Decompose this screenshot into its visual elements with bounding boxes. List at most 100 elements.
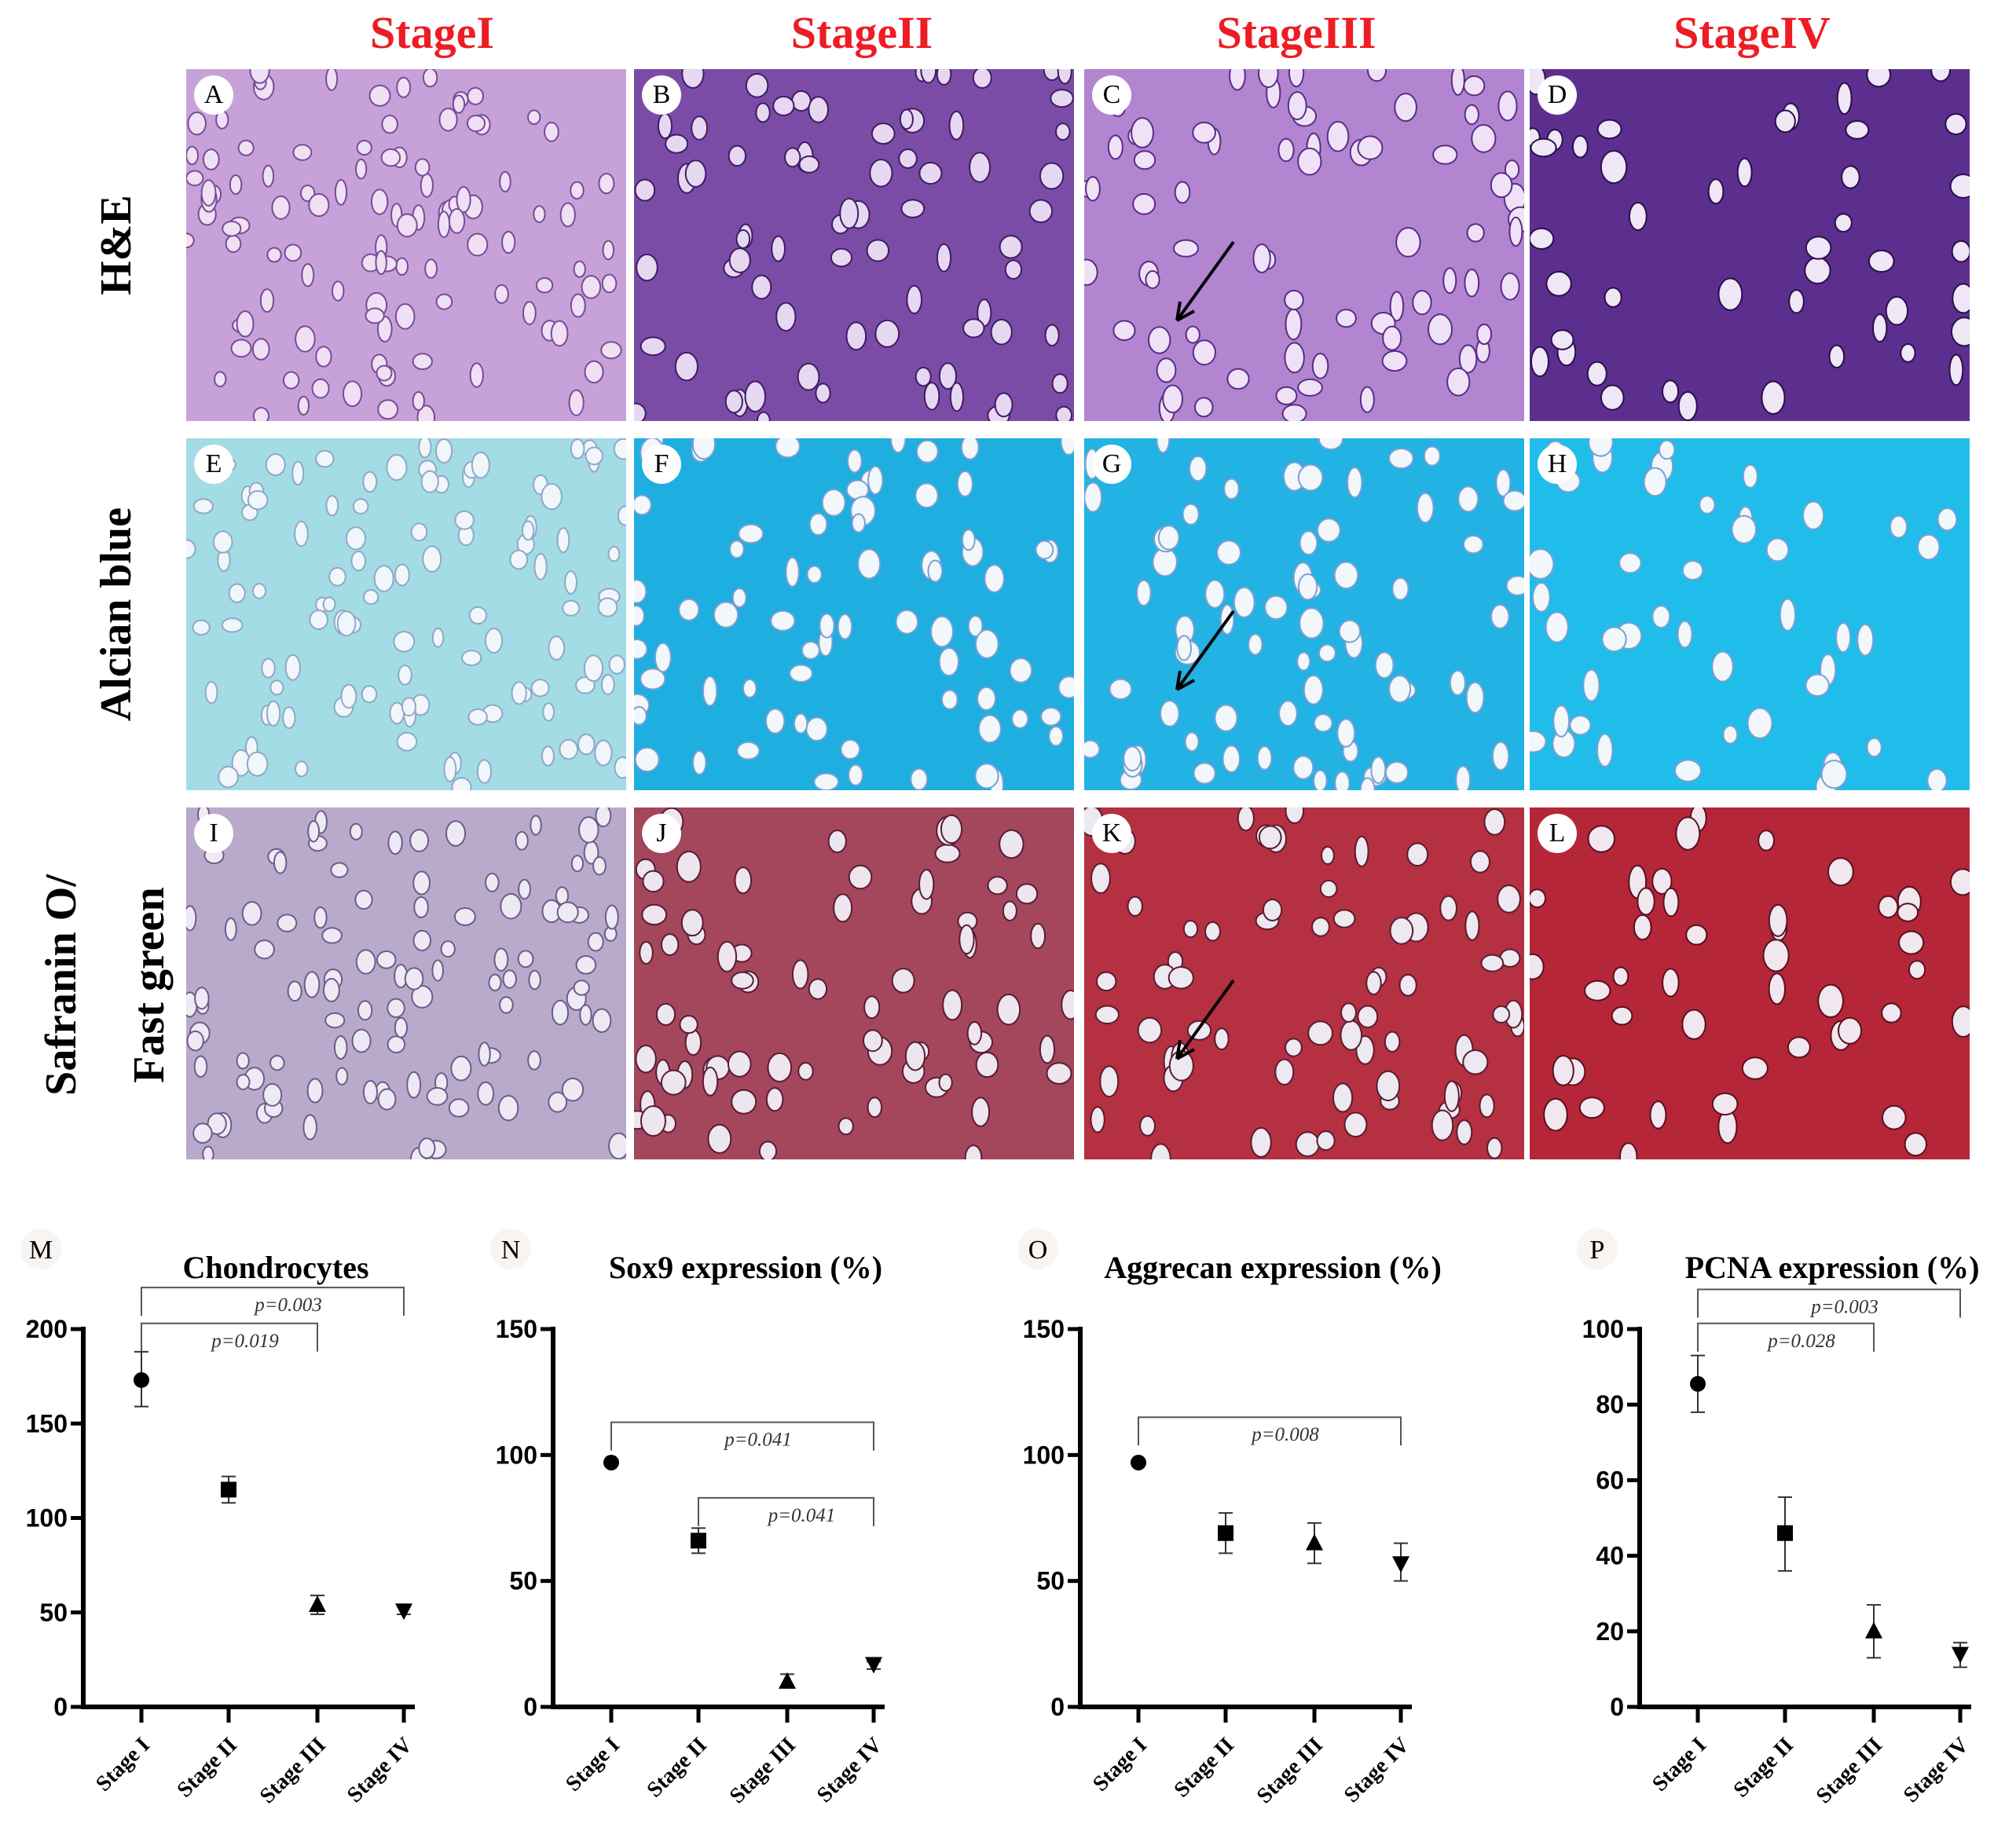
cell [266, 700, 281, 727]
cell [570, 181, 585, 200]
cell [380, 148, 401, 167]
cell [1466, 223, 1485, 243]
data-point-square [691, 1533, 706, 1549]
cell [1479, 1093, 1495, 1119]
cell [1132, 192, 1156, 215]
y-tick-label: 100 [496, 1441, 537, 1469]
cell [562, 599, 581, 617]
panel-letter: B [642, 75, 681, 115]
cell [915, 439, 939, 463]
cell [1376, 1070, 1401, 1101]
cell [1039, 162, 1065, 190]
cell [1651, 605, 1671, 629]
cell [1837, 1016, 1863, 1045]
cell [202, 1145, 214, 1159]
cell [1530, 730, 1547, 753]
cell [848, 764, 864, 786]
cell [1950, 317, 1970, 347]
cell [702, 676, 718, 707]
cell [996, 994, 1021, 1026]
cell [1926, 768, 1948, 790]
cell [1182, 920, 1199, 939]
cell [1545, 270, 1572, 297]
cell [640, 1105, 666, 1137]
cell [765, 1087, 784, 1112]
cell [1685, 924, 1708, 946]
cell [1303, 674, 1324, 705]
cell [728, 247, 751, 273]
cell [1150, 1143, 1171, 1159]
cell [1321, 846, 1335, 866]
cell [657, 112, 673, 140]
cell [1457, 485, 1479, 513]
cell [409, 829, 430, 852]
cell [282, 371, 300, 390]
cell [412, 390, 425, 412]
cell [961, 529, 976, 551]
cell [1099, 1065, 1120, 1098]
histology-panel-i: I [186, 807, 626, 1159]
p-value-label: p=0.019 [210, 1331, 279, 1352]
cell [218, 765, 239, 789]
cell [530, 815, 542, 836]
data-point-triangle [1865, 1621, 1882, 1639]
y-tick-label: 60 [1596, 1466, 1624, 1494]
cell [1296, 651, 1311, 672]
cell [323, 978, 340, 1002]
panel-letter-bg [1577, 1229, 1618, 1269]
cell [1002, 900, 1017, 921]
cell [204, 680, 218, 705]
cell [295, 325, 316, 353]
cell [500, 892, 522, 920]
cell [801, 640, 820, 660]
cell [1009, 657, 1033, 683]
cell [1295, 1131, 1320, 1157]
cell [634, 494, 652, 516]
cell [435, 293, 453, 310]
cell [357, 1000, 373, 1021]
data-point-inverted-triangle [1392, 1556, 1409, 1573]
cell [676, 851, 702, 883]
cell [1582, 668, 1600, 702]
cell [413, 895, 429, 918]
significance-bracket [141, 1287, 405, 1316]
cell [559, 202, 576, 228]
cell [1443, 1080, 1460, 1112]
tissue-image [186, 807, 626, 1159]
cell [377, 399, 399, 420]
cell [265, 453, 286, 477]
data-point-circle [1131, 1454, 1146, 1470]
cell [1462, 1049, 1489, 1075]
cell [237, 139, 255, 156]
cell [1508, 216, 1523, 247]
cell [1316, 1130, 1336, 1152]
cell [509, 549, 529, 570]
cell [1109, 678, 1133, 701]
cell [466, 114, 486, 133]
cell [1359, 777, 1376, 790]
cell [791, 959, 809, 990]
cell [1483, 808, 1506, 836]
cell [1250, 1126, 1272, 1158]
cell [1316, 518, 1341, 543]
cell [1711, 1092, 1739, 1116]
cell [1464, 268, 1480, 298]
cell [193, 1055, 208, 1078]
cell [1677, 620, 1693, 649]
tissue-image [1530, 69, 1970, 421]
cell [895, 609, 919, 635]
cell [735, 229, 751, 249]
cell [448, 207, 466, 234]
cell [1395, 227, 1421, 258]
cell [561, 1077, 585, 1102]
cell [214, 371, 227, 388]
cell [751, 274, 772, 300]
cell [284, 244, 302, 262]
cell [1951, 240, 1970, 263]
cell [1779, 598, 1797, 632]
cell [1937, 507, 1958, 532]
cell [964, 1144, 983, 1159]
cell [411, 984, 434, 1009]
cell [1384, 1031, 1401, 1053]
cell [307, 820, 321, 843]
